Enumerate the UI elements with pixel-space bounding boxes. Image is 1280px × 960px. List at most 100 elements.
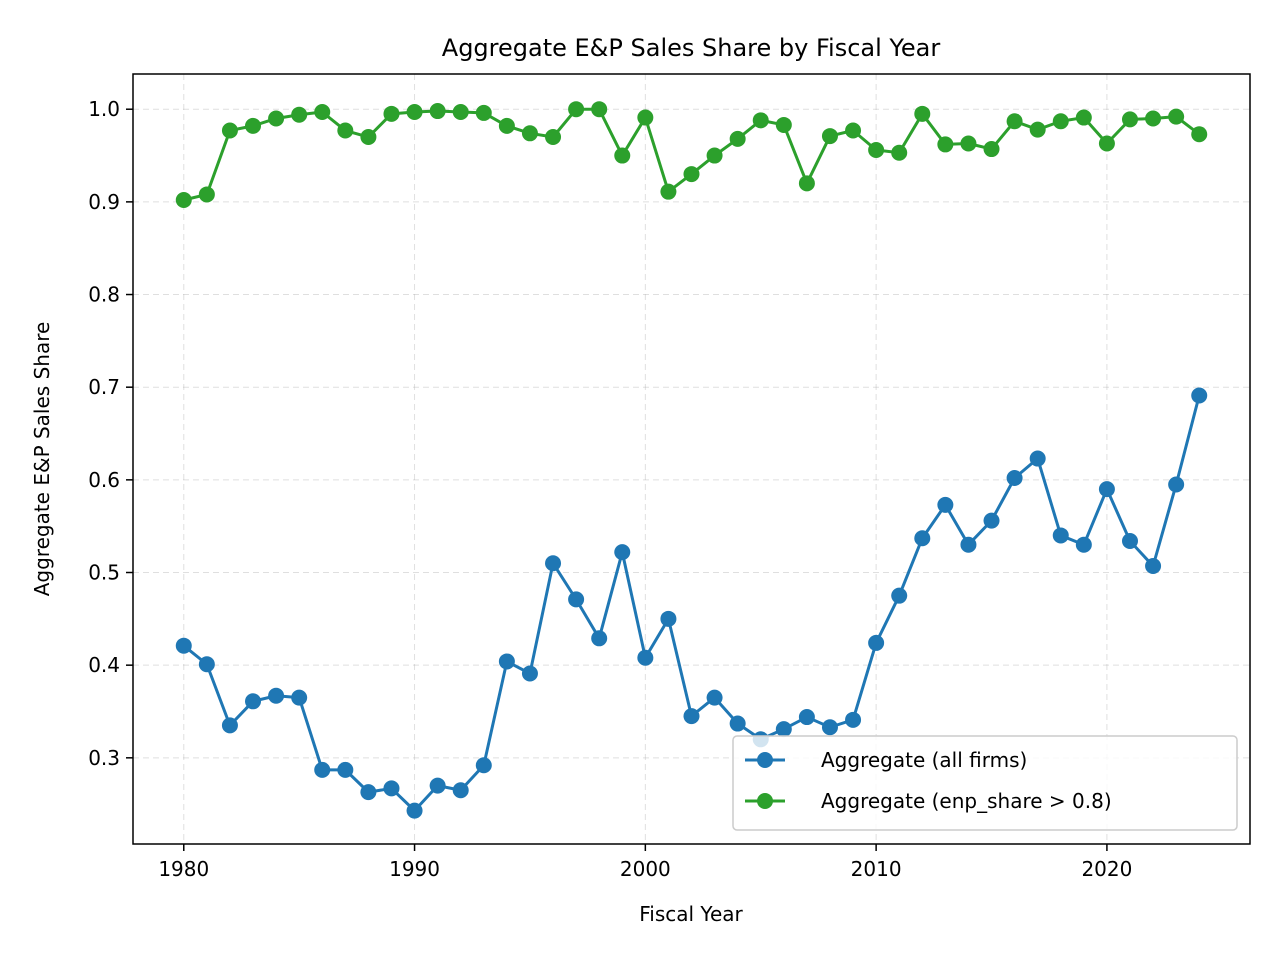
series bbox=[175, 101, 1208, 819]
data-point bbox=[729, 715, 746, 732]
data-point bbox=[729, 130, 746, 147]
data-point bbox=[221, 122, 238, 139]
data-point bbox=[198, 656, 215, 673]
data-point bbox=[475, 104, 492, 121]
y-tick-label: 1.0 bbox=[88, 97, 120, 121]
data-point bbox=[845, 122, 862, 139]
x-tick-label: 1980 bbox=[158, 857, 209, 881]
y-tick-label: 0.9 bbox=[88, 190, 120, 214]
data-point bbox=[337, 761, 354, 778]
y-tick-label: 0.4 bbox=[88, 653, 120, 677]
data-point bbox=[1191, 126, 1208, 143]
data-point bbox=[914, 105, 931, 122]
legend-marker-enp-share bbox=[757, 793, 773, 809]
ticks: 1980 1990 2000 2010 2020 0.3 0.4 0.5 0.6 0.7 0.8 0.… bbox=[88, 97, 1132, 881]
data-point bbox=[498, 117, 515, 134]
data-point bbox=[868, 141, 885, 158]
data-point bbox=[706, 147, 723, 164]
data-point bbox=[245, 693, 262, 710]
data-point bbox=[1191, 387, 1208, 404]
legend-box bbox=[732, 735, 1238, 831]
legend-label-all-firms: Aggregate (all firms) bbox=[821, 748, 1027, 772]
data-point bbox=[498, 653, 515, 670]
axes bbox=[132, 73, 1251, 845]
data-point bbox=[198, 186, 215, 203]
data-point bbox=[614, 147, 631, 164]
data-point bbox=[291, 689, 308, 706]
data-point bbox=[798, 175, 815, 192]
data-point bbox=[1168, 108, 1185, 125]
data-point bbox=[545, 129, 562, 146]
data-point bbox=[637, 649, 654, 666]
series-line bbox=[183, 107, 1201, 202]
data-point bbox=[660, 183, 677, 200]
data-point bbox=[752, 112, 769, 129]
data-point bbox=[1168, 476, 1185, 493]
data-point bbox=[1145, 558, 1162, 575]
data-point bbox=[406, 802, 423, 819]
y-tick-label: 0.8 bbox=[88, 283, 120, 307]
data-point bbox=[268, 110, 285, 127]
data-point bbox=[337, 122, 354, 139]
data-point bbox=[775, 116, 792, 133]
data-point bbox=[798, 709, 815, 726]
data-point bbox=[845, 711, 862, 728]
data-point bbox=[383, 780, 400, 797]
data-point bbox=[521, 665, 538, 682]
data-point bbox=[268, 687, 285, 704]
data-point bbox=[1052, 527, 1069, 544]
y-axis-label: Aggregate E&P Sales Share bbox=[30, 322, 54, 597]
data-point bbox=[452, 782, 469, 799]
data-point bbox=[1121, 533, 1138, 549]
data-point bbox=[1006, 113, 1023, 130]
data-point bbox=[521, 125, 538, 142]
chart-title: Aggregate E&P Sales Share by Fiscal Year bbox=[442, 34, 941, 62]
data-point bbox=[1075, 109, 1092, 126]
data-point bbox=[568, 101, 585, 118]
data-point bbox=[591, 630, 608, 647]
x-tick-label: 2020 bbox=[1081, 857, 1132, 881]
data-point bbox=[683, 708, 700, 725]
x-axis-label: Fiscal Year bbox=[639, 902, 743, 926]
data-point bbox=[614, 544, 631, 561]
data-point bbox=[1075, 536, 1092, 553]
y-tick-label: 0.6 bbox=[88, 468, 120, 492]
data-point bbox=[660, 610, 677, 627]
data-point bbox=[429, 103, 446, 120]
data-point bbox=[891, 587, 908, 604]
x-tick-label: 2010 bbox=[851, 857, 902, 881]
data-point bbox=[406, 103, 423, 120]
legend-label-enp-share: Aggregate (enp_share > 0.8) bbox=[821, 789, 1112, 813]
data-point bbox=[360, 784, 377, 801]
x-tick-label: 2000 bbox=[620, 857, 671, 881]
data-point bbox=[868, 634, 885, 651]
series-enp-share-gt-0-8 bbox=[175, 101, 1208, 209]
data-point bbox=[383, 105, 400, 122]
y-tick-label: 0.3 bbox=[88, 746, 120, 770]
data-point bbox=[1029, 121, 1046, 138]
data-point bbox=[960, 536, 977, 553]
data-point bbox=[775, 721, 792, 738]
data-point bbox=[706, 689, 723, 706]
data-point bbox=[475, 757, 492, 774]
data-point bbox=[1098, 481, 1115, 498]
data-point bbox=[983, 512, 1000, 529]
data-point bbox=[821, 128, 838, 145]
legend-marker-all-firms bbox=[757, 752, 773, 768]
data-point bbox=[1006, 470, 1023, 486]
data-point bbox=[568, 591, 585, 608]
data-point bbox=[1029, 450, 1046, 467]
plot-frame bbox=[132, 73, 1251, 845]
data-point bbox=[221, 717, 238, 734]
data-point bbox=[937, 496, 954, 513]
data-point bbox=[1121, 111, 1138, 128]
data-point bbox=[314, 761, 331, 778]
data-point bbox=[891, 144, 908, 161]
y-tick-label: 0.5 bbox=[88, 561, 120, 585]
data-point bbox=[314, 103, 331, 120]
data-point bbox=[637, 109, 654, 126]
data-point bbox=[175, 637, 192, 654]
data-point bbox=[291, 106, 308, 123]
data-point bbox=[452, 103, 469, 120]
